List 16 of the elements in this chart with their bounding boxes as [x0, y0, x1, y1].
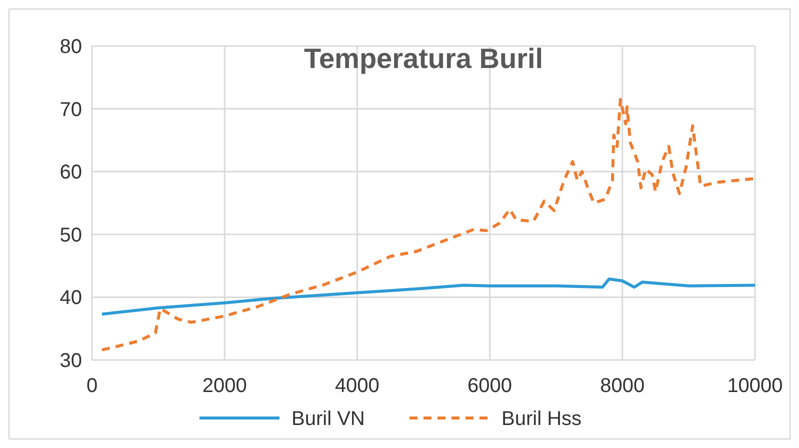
- y-tick-label: 30: [60, 350, 82, 372]
- y-tick-label: 40: [60, 287, 82, 310]
- y-tick-label: 80: [60, 36, 82, 58]
- y-tick-label: 50: [60, 224, 82, 246]
- x-tick-label: 0: [86, 375, 98, 397]
- x-tick-label: 10000: [727, 375, 783, 397]
- legend-label: Buril Hss: [502, 408, 582, 430]
- legend-label: Buril VN: [292, 408, 365, 430]
- y-tick-label: 60: [60, 162, 82, 184]
- x-tick-label: 6000: [468, 375, 512, 397]
- chart-title: Temperatura Buril: [304, 43, 544, 74]
- x-tick-label: 4000: [334, 375, 380, 397]
- x-tick-label: 8000: [600, 375, 645, 397]
- line-series: [100, 277, 756, 316]
- x-tick-label: 2000: [202, 375, 247, 397]
- y-tick-label: 70: [60, 98, 82, 121]
